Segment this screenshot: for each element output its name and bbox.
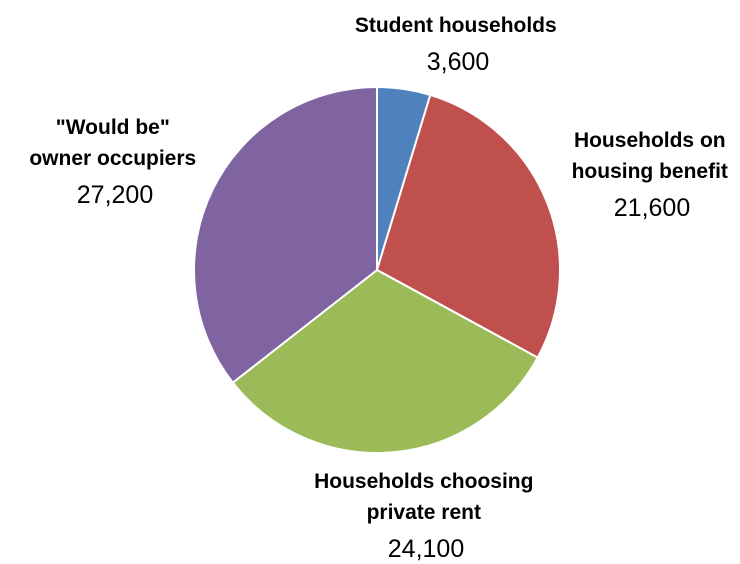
pie-slice-3 [192, 86, 378, 384]
pie-slices [192, 86, 561, 455]
pie-slice-2 [231, 269, 539, 455]
slice-label-student-households: Student households 3,600 [355, 14, 561, 76]
slice-label-housing-benefit: Households on housing benefit 21,600 [572, 129, 733, 222]
slice-label-private-rent: Households choosing private rent 24,100 [314, 470, 538, 563]
pie-labels: Student households 3,600 Households on h… [29, 14, 733, 563]
slice-label-would-be-owner-occupiers: "Would be" owner occupiers 27,200 [29, 116, 200, 209]
pie-slice-1 [376, 93, 561, 359]
